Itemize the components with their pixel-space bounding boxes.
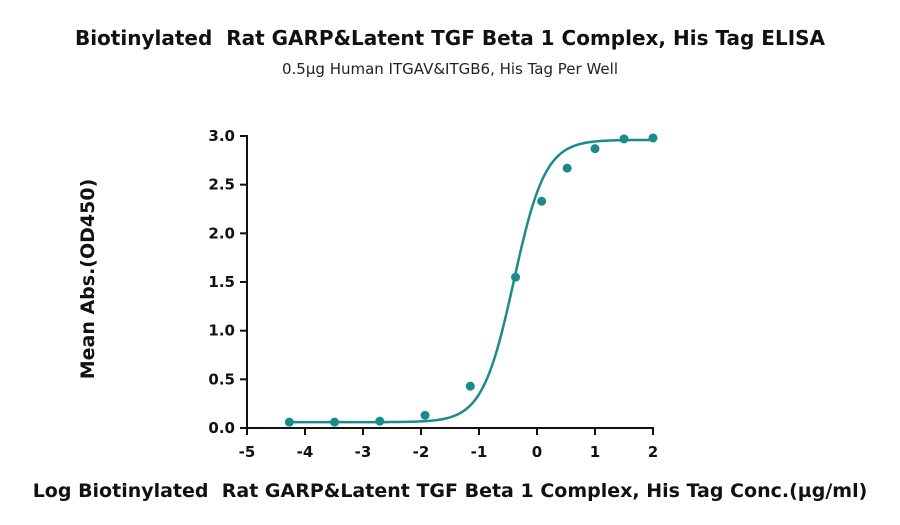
y-tick-label: 0.5: [208, 370, 235, 388]
fit-curve: [289, 138, 654, 424]
data-point: [619, 134, 629, 144]
y-tick-label: 0.0: [208, 419, 235, 437]
data-point: [562, 163, 572, 173]
data-point: [511, 272, 521, 282]
data-point: [465, 381, 475, 391]
x-tick-label: -1: [471, 443, 488, 461]
x-tick-label: -4: [297, 443, 314, 461]
y-tick-label: 1.5: [208, 273, 235, 291]
data-point: [284, 417, 294, 427]
data-point: [420, 410, 430, 420]
chart-title: Biotinylated Rat GARP&Latent TGF Beta 1 …: [74, 26, 826, 50]
y-tick-label: 1.0: [208, 322, 235, 340]
data-point: [330, 417, 340, 427]
x-axis-label: Log Biotinylated Rat GARP&Latent TGF Bet…: [32, 480, 868, 502]
data-point: [537, 196, 547, 206]
y-tick-label: 2.5: [208, 176, 235, 194]
data-point: [648, 133, 658, 143]
x-tick-label: -3: [355, 443, 372, 461]
x-tick-label: -2: [413, 443, 430, 461]
data-point: [590, 144, 600, 154]
x-tick-label: -5: [239, 443, 256, 461]
y-tick-label: 3.0: [208, 127, 235, 145]
chart-subtitle: 0.5µg Human ITGAV&ITGB6, His Tag Per Wel…: [282, 60, 618, 78]
x-tick-label: 2: [648, 443, 658, 461]
y-tick-label: 2.0: [208, 224, 235, 242]
data-point: [375, 416, 385, 426]
x-tick-label: 1: [590, 443, 600, 461]
x-tick-label: 0: [532, 443, 542, 461]
